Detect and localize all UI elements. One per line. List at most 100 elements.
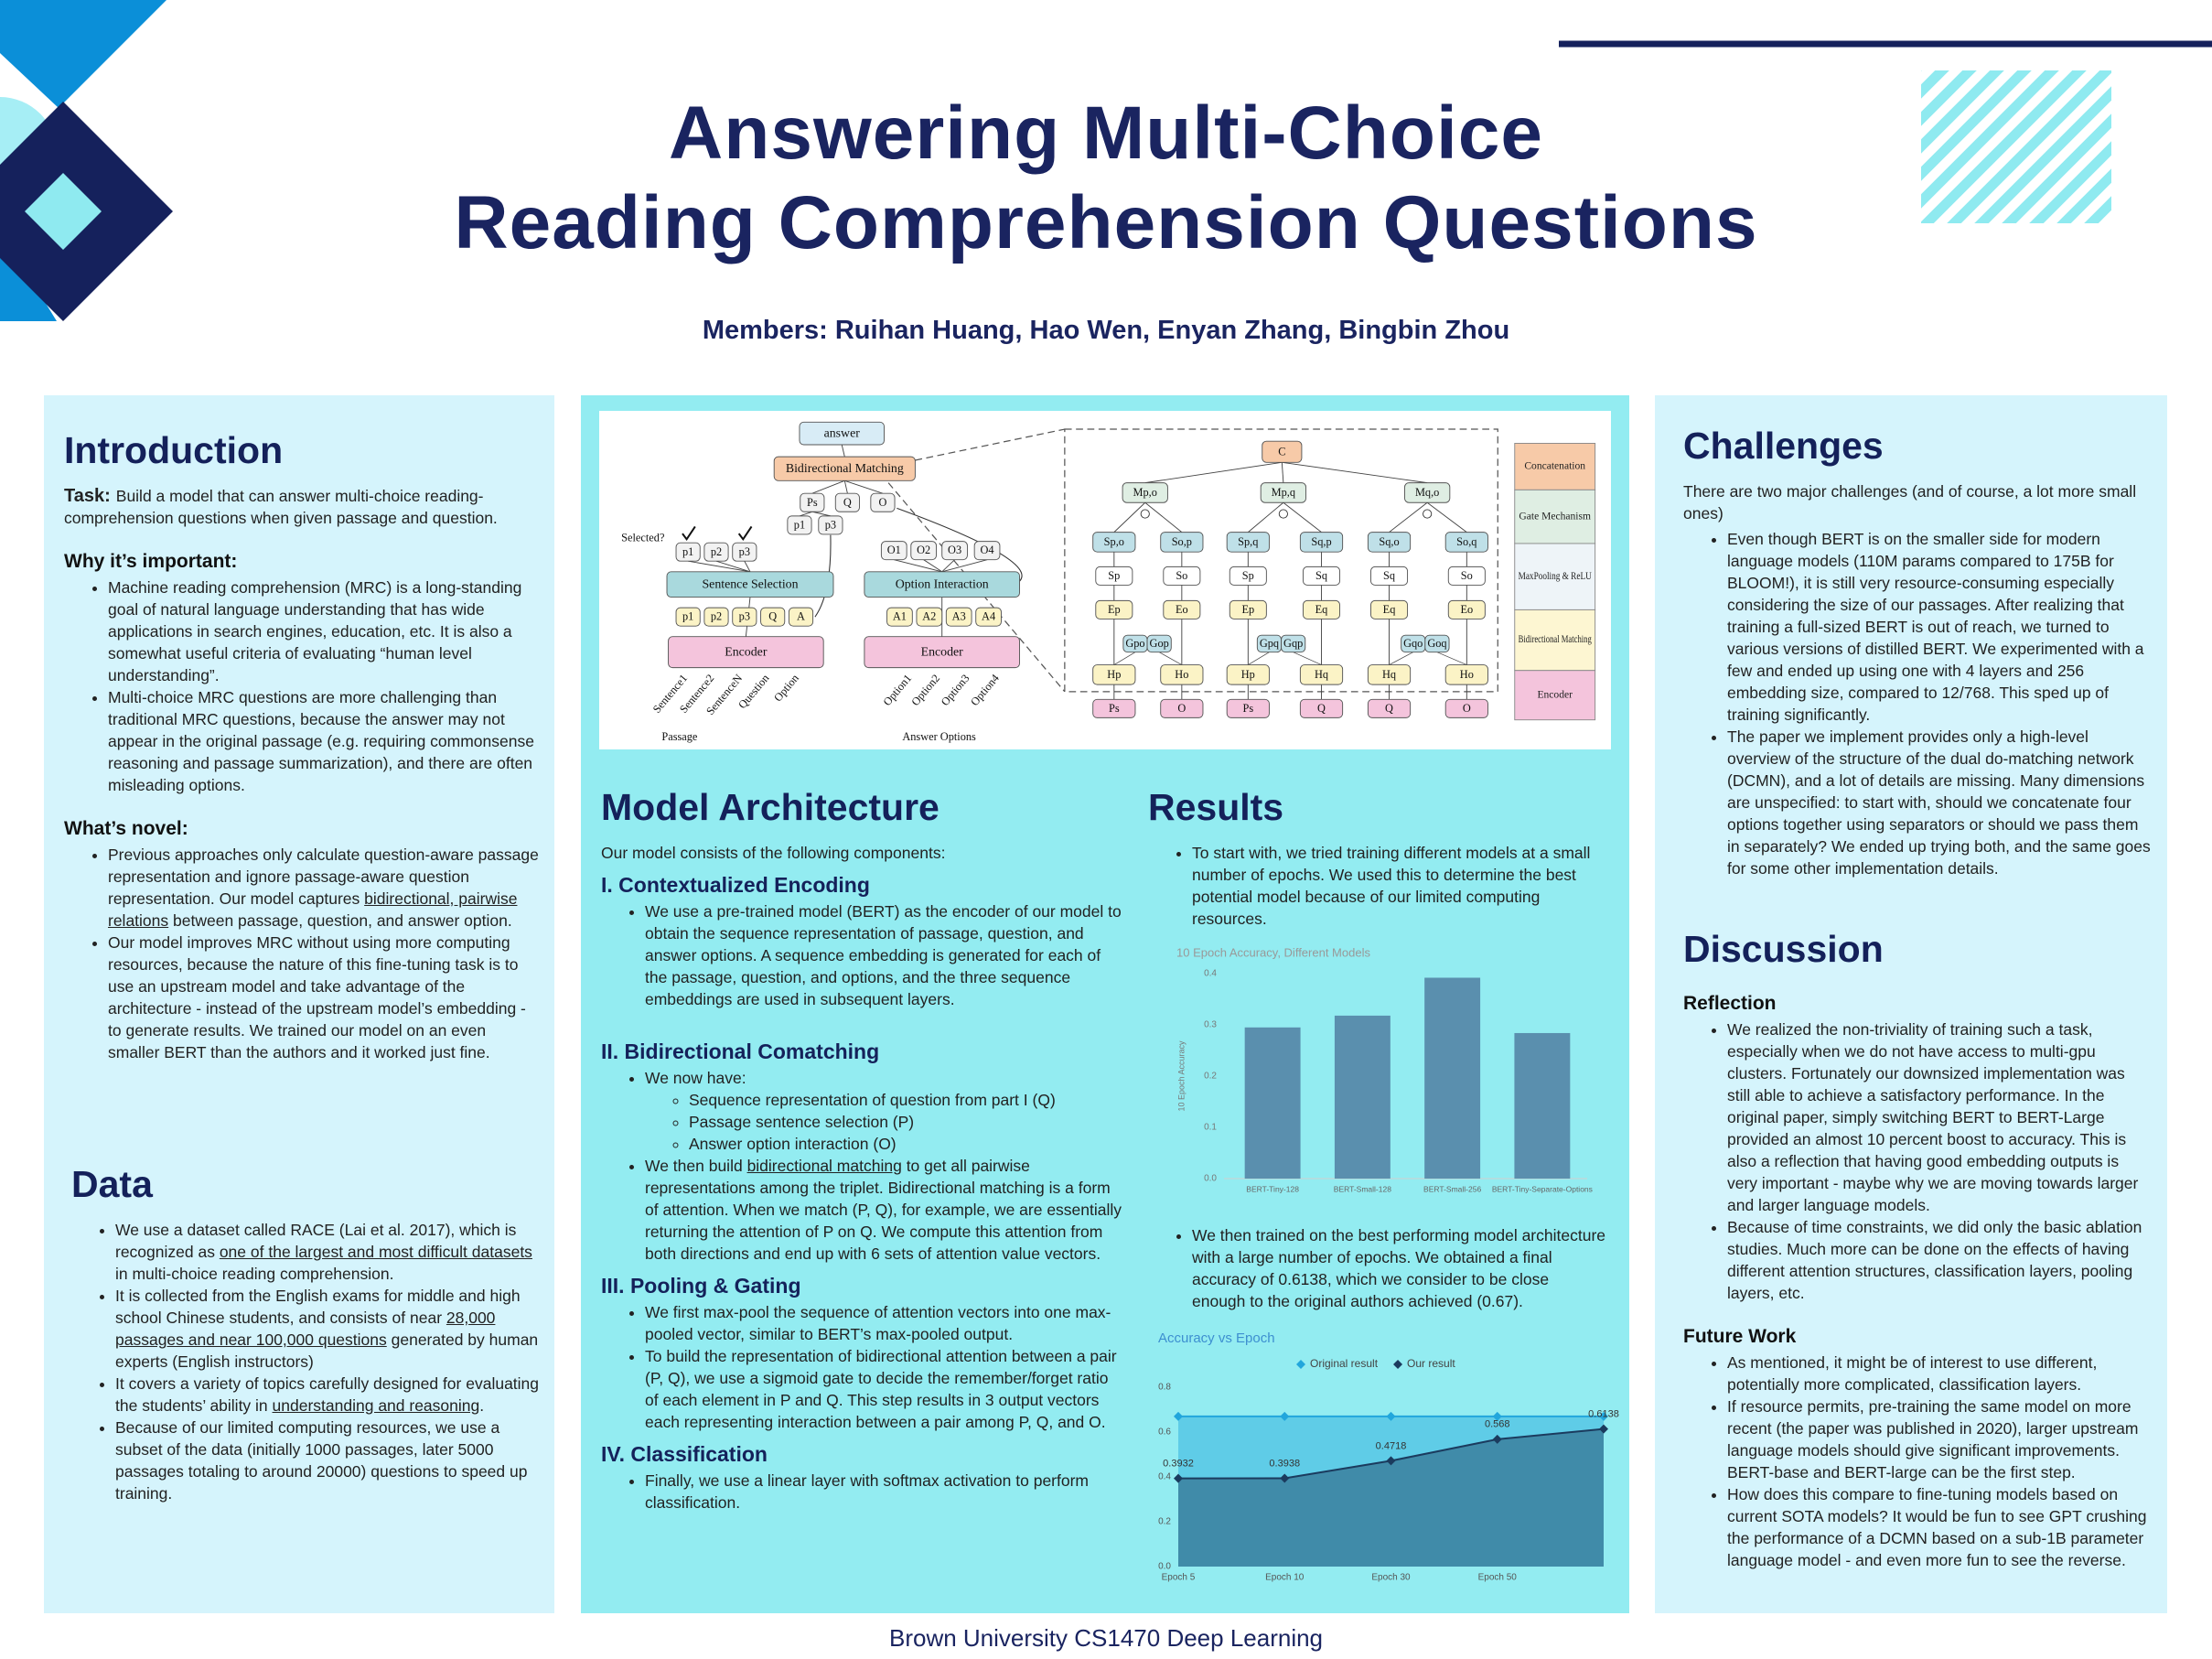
members: Members: Ruihan Huang, Hao Wen, Enyan Zh… xyxy=(702,316,1510,345)
point xyxy=(1386,1411,1396,1421)
dashed-box xyxy=(1064,428,1498,693)
diagram-node xyxy=(732,542,757,562)
diagram-edge xyxy=(1158,652,1183,665)
bullet-item: Because of our limited computing resourc… xyxy=(115,1417,540,1504)
diagram-node xyxy=(1095,566,1133,586)
diagram-node xyxy=(1367,664,1412,685)
diagram-label: O xyxy=(1177,702,1186,715)
x-tick-label: Epoch 30 xyxy=(1371,1573,1411,1583)
diagram-node xyxy=(1229,566,1267,586)
diagram-label: Selected? xyxy=(621,531,664,544)
diagram-edge xyxy=(941,559,955,573)
section-heading: Challenges xyxy=(1683,425,1884,467)
point xyxy=(1492,1434,1502,1444)
diagram-edge xyxy=(811,511,831,517)
diagram-node xyxy=(1444,698,1488,718)
diagram-node xyxy=(799,421,885,446)
diagram-node xyxy=(1122,482,1168,503)
diagram-node xyxy=(668,636,824,669)
diagram-node xyxy=(886,607,913,627)
bullet-text: We now have: xyxy=(645,1069,746,1087)
diagram-edge xyxy=(1283,501,1322,533)
diagram-label: Ps xyxy=(1109,702,1120,715)
diagram-node xyxy=(864,636,1020,669)
diagram-edge xyxy=(1144,501,1183,533)
diagram-label: Hp xyxy=(1241,668,1255,681)
diagram-label: Sp xyxy=(1108,569,1120,582)
sub-item: Passage sentence selection (P) xyxy=(689,1111,1124,1133)
legend-label: Original result xyxy=(1310,1357,1379,1370)
section-heading: Discussion xyxy=(1683,928,1884,970)
diagram-label: Gop xyxy=(1150,637,1169,650)
task-text: Build a model that can answer multi-choi… xyxy=(64,487,498,527)
diagram-edge xyxy=(1144,461,1283,484)
bullet-text: We use a pre-trained model (BERT) as the… xyxy=(645,902,1122,1008)
task-label: Task: xyxy=(64,486,111,506)
bullet-list: As mentioned, it might be of interest to… xyxy=(1683,1352,2152,1571)
checkmark xyxy=(682,525,696,542)
diagram-label: Ho xyxy=(1460,668,1474,681)
bullet-text: Our model improves MRC without using mor… xyxy=(108,933,526,1061)
diagram-label: O xyxy=(878,496,886,509)
bullet-item: We now have: Sequence representation of q… xyxy=(645,1067,1124,1155)
point xyxy=(1599,1424,1608,1434)
results-more: We then trained on the best performing m… xyxy=(1148,1224,1605,1312)
bullet-item: Multi-choice MRC questions are more chal… xyxy=(108,686,542,796)
diagram-label: Ps xyxy=(1242,702,1253,715)
diagram-label: answer xyxy=(824,427,861,441)
bullet-text: As mentioned, it might be of interest to… xyxy=(1727,1353,2098,1394)
diagram-node xyxy=(1163,599,1201,619)
bullet-item: We then build bidirectional matching to … xyxy=(645,1155,1124,1265)
bullet-item: We use a pre-trained model (BERT) as the… xyxy=(645,900,1124,1010)
point xyxy=(1174,1411,1183,1421)
data-label: 0.3932 xyxy=(1163,1459,1194,1470)
diagram-label: Hq xyxy=(1315,668,1328,681)
area xyxy=(1178,1416,1604,1567)
data-label: 0.568 xyxy=(1485,1419,1510,1430)
title: Reading Comprehension Questions xyxy=(454,181,1758,264)
diagram-label: Encoder xyxy=(725,646,768,660)
legend-label: MaxPooling & ReLU xyxy=(1519,570,1593,582)
diagram-label: Ep xyxy=(1108,603,1121,616)
bullet-text: Because of our limited computing resourc… xyxy=(115,1418,528,1503)
x-tick-label: Epoch 10 xyxy=(1265,1573,1305,1583)
bullet-text: generated by human experts (English inst… xyxy=(115,1330,539,1371)
diagram-label: Hq xyxy=(1382,668,1396,681)
y-tick-label: 0.4 xyxy=(1204,969,1217,979)
diagram-node xyxy=(1367,532,1412,553)
subheading: III. Pooling & Gating xyxy=(601,1274,801,1298)
diagram-node xyxy=(1299,664,1344,685)
diagram-label: Sq xyxy=(1383,569,1395,582)
y-axis-label: 10 Epoch Accuracy xyxy=(1176,1040,1186,1112)
bar xyxy=(1334,1015,1391,1179)
diagram-label: Passage xyxy=(661,730,698,743)
bullet-item: If resource permits, pre-training the sa… xyxy=(1727,1395,2152,1483)
diagram-label: Ep xyxy=(1241,603,1254,616)
diagram-node xyxy=(941,541,968,561)
y-tick-label: 0.1 xyxy=(1204,1123,1217,1133)
legend-label: Encoder xyxy=(1537,688,1573,700)
diagram-node xyxy=(800,492,825,512)
diagram-label: Encoder xyxy=(921,646,964,660)
area xyxy=(1178,1428,1604,1567)
dashed-connector xyxy=(915,428,1065,461)
diagram-node xyxy=(1302,599,1341,619)
diagram-node xyxy=(975,607,1002,627)
diagram-label: p3 xyxy=(739,610,750,623)
diagram-label: A4 xyxy=(982,610,995,623)
diagram-node xyxy=(1146,634,1172,653)
bullet-item: Machine reading comprehension (MRC) is a… xyxy=(108,576,542,686)
section-heading: Introduction xyxy=(64,429,284,471)
diagram-node xyxy=(1447,599,1486,619)
diagram-edge xyxy=(744,561,751,573)
panel-left xyxy=(44,395,554,1613)
title: Answering Multi-Choice xyxy=(669,92,1543,175)
x-tick-label: BERT-Small-256 xyxy=(1423,1184,1481,1193)
diagram-edge xyxy=(1426,501,1467,533)
diagram-node xyxy=(1260,482,1307,503)
diagram-edge xyxy=(688,560,751,573)
diagram-node xyxy=(818,515,843,535)
sub-item: Sequence representation of question from… xyxy=(689,1089,1124,1111)
bullet-text: Finally, we use a linear layer with soft… xyxy=(645,1471,1090,1512)
